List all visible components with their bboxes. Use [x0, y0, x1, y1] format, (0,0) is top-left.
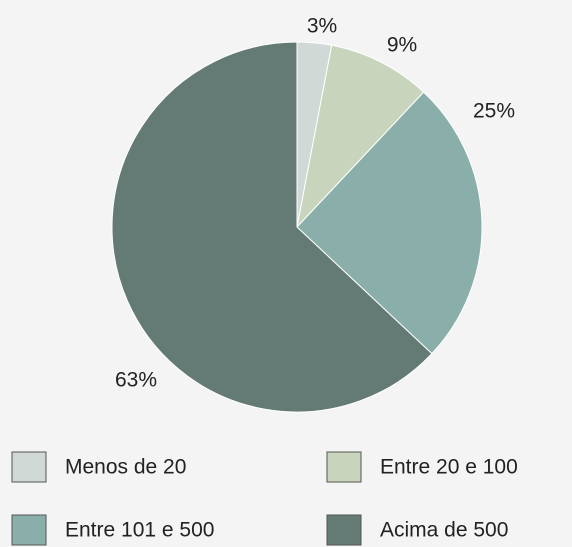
pie-slice: [296, 44, 425, 229]
legend-swatch: [11, 514, 47, 546]
legend-swatch: [11, 451, 47, 483]
data-label: 25%: [473, 100, 515, 123]
legend-swatch: [326, 451, 362, 483]
legend-swatch: [326, 514, 362, 546]
legend-label: Menos de 20: [65, 456, 186, 479]
legend-label: Entre 20 e 100: [380, 456, 518, 479]
pie-slice: [111, 41, 433, 413]
data-label: 3%: [307, 15, 337, 38]
pie-slice: [296, 91, 483, 355]
legend-label: Acima de 500: [380, 519, 508, 542]
legend-label: Entre 101 e 500: [65, 519, 214, 542]
data-label: 63%: [115, 369, 157, 392]
data-label: 9%: [387, 34, 417, 57]
